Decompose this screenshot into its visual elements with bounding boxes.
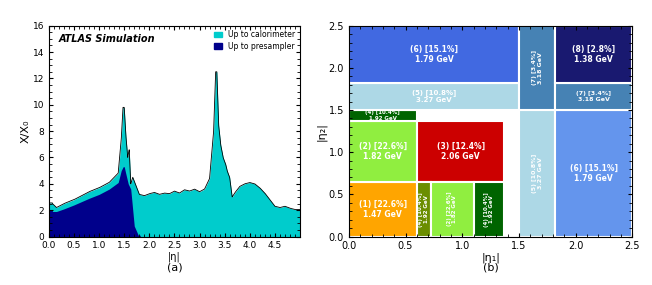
Text: (2) [22.6%]
1.82 GeV: (2) [22.6%] 1.82 GeV xyxy=(359,142,407,161)
Bar xyxy=(556,83,632,110)
X-axis label: |η₁|: |η₁| xyxy=(481,253,500,263)
X-axis label: |η|: |η| xyxy=(168,252,181,262)
Legend: Up to calorimeter, Up to presampler: Up to calorimeter, Up to presampler xyxy=(211,27,299,54)
Text: (4) [10.4%]
1.92 GeV: (4) [10.4%] 1.92 GeV xyxy=(484,192,494,227)
Text: ATLAS Simulation: ATLAS Simulation xyxy=(59,34,156,44)
Bar xyxy=(430,182,473,237)
Text: (2) [22.6%]
1.82 GeV: (2) [22.6%] 1.82 GeV xyxy=(447,192,458,227)
Bar xyxy=(349,121,417,182)
Bar xyxy=(417,121,504,182)
Bar xyxy=(349,182,417,237)
Bar xyxy=(417,182,430,237)
Y-axis label: X/X₀: X/X₀ xyxy=(21,119,31,143)
Bar xyxy=(473,182,504,237)
Text: (4) [10.4%]
1.92 GeV: (4) [10.4%] 1.92 GeV xyxy=(419,192,429,227)
Text: (3) [12.4%]
2.06 GeV: (3) [12.4%] 2.06 GeV xyxy=(436,142,484,161)
Text: (a): (a) xyxy=(167,262,182,272)
Y-axis label: |η₂|: |η₂| xyxy=(317,122,327,141)
Bar xyxy=(519,110,556,237)
Text: (7) [3.4%]
3.18 GeV: (7) [3.4%] 3.18 GeV xyxy=(576,91,612,102)
Text: (7) [3.4%]
3.18 GeV: (7) [3.4%] 3.18 GeV xyxy=(532,50,542,85)
Bar xyxy=(349,26,519,83)
Bar xyxy=(349,110,417,121)
Bar xyxy=(519,26,556,110)
Text: (5) [10.8%]
3.27 GeV: (5) [10.8%] 3.27 GeV xyxy=(532,154,542,193)
Text: (1) [22.6%]
1.47 GeV: (1) [22.6%] 1.47 GeV xyxy=(359,200,407,219)
Bar xyxy=(349,83,519,110)
Text: (6) [15.1%]
1.79 GeV: (6) [15.1%] 1.79 GeV xyxy=(570,164,618,183)
Text: (8) [2.8%]
1.38 GeV: (8) [2.8%] 1.38 GeV xyxy=(572,45,615,64)
Text: (6) [15.1%]
1.79 GeV: (6) [15.1%] 1.79 GeV xyxy=(410,45,458,64)
Bar xyxy=(556,26,632,83)
Text: (5) [10.8%]
3.27 GeV: (5) [10.8%] 3.27 GeV xyxy=(412,89,456,103)
Bar xyxy=(556,110,632,237)
Text: (4) [10.4%]
1.92 GeV: (4) [10.4%] 1.92 GeV xyxy=(366,110,400,121)
Text: (b): (b) xyxy=(482,262,499,272)
